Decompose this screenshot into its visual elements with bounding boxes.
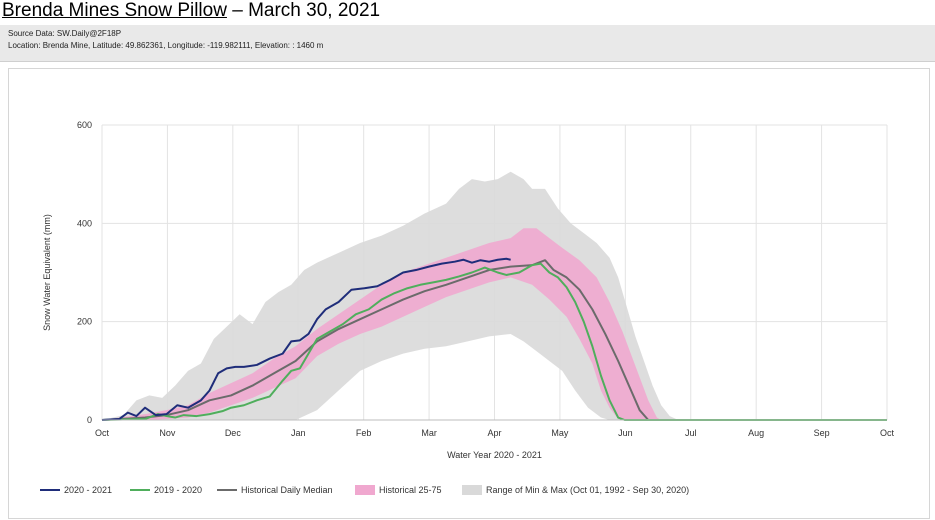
x-tick-label: Jul xyxy=(685,428,697,438)
legend-item-minmax-swatch xyxy=(462,485,482,495)
source-data-text: Source Data: SW.Daily@2F18P xyxy=(8,29,122,38)
y-tick-label: 200 xyxy=(77,317,92,327)
x-tick-label: Oct xyxy=(95,428,110,438)
legend-item-2020-2021-label: 2020 - 2021 xyxy=(64,485,112,495)
x-tick-label: May xyxy=(551,428,569,438)
y-tick-label: 600 xyxy=(77,120,92,130)
lines xyxy=(101,257,887,421)
x-axis-label: Water Year 2020 - 2021 xyxy=(447,450,542,460)
legend-item-2019-2020-label: 2019 - 2020 xyxy=(154,485,202,495)
series-2019-2020-line xyxy=(101,262,887,421)
x-tick-label: Aug xyxy=(748,428,764,438)
y-tick-label: 400 xyxy=(77,218,92,228)
x-tick-label: Sep xyxy=(814,428,830,438)
legend-item-minmax-label: Range of Min & Max (Oct 01, 1992 - Sep 3… xyxy=(486,485,689,495)
report-date: – March 30, 2021 xyxy=(226,0,381,21)
x-tick-label: Feb xyxy=(356,428,372,438)
x-tick-label: Mar xyxy=(421,428,437,438)
legend-item-25-75-swatch xyxy=(355,485,375,495)
legend-item-25-75-label: Historical 25-75 xyxy=(379,485,442,495)
station-title-link[interactable]: Brenda Mines Snow Pillow xyxy=(2,0,227,21)
x-tick-label: Dec xyxy=(225,428,242,438)
x-tick-label: Apr xyxy=(487,428,501,438)
series-2020-2021-line xyxy=(101,257,511,421)
x-tick-label: Nov xyxy=(159,428,176,438)
page-title: Brenda Mines Snow Pillow – March 30, 202… xyxy=(2,0,380,22)
x-tick-label: Jan xyxy=(291,428,306,438)
info-bar: Source Data: SW.Daily@2F18P Location: Br… xyxy=(0,25,935,62)
y-tick-label: 0 xyxy=(87,415,92,425)
location-text: Location: Brenda Mine, Latitude: 49.8623… xyxy=(8,41,324,50)
x-tick-label: Oct xyxy=(880,428,895,438)
axes: Oct Nov Dec Jan Feb Mar Apr May Jun Jul Aug Sep Oct0… xyxy=(77,120,895,438)
y-axis-label: Snow Water Equivalent (mm) xyxy=(42,214,52,331)
x-tick-label: Jun xyxy=(618,428,633,438)
legend: 2020 - 2021 2019 - 2020 Historical Daily M… xyxy=(40,485,689,495)
p25-75-band xyxy=(102,228,887,420)
median-line xyxy=(101,259,887,421)
legend-item-median-label: Historical Daily Median xyxy=(241,485,333,495)
